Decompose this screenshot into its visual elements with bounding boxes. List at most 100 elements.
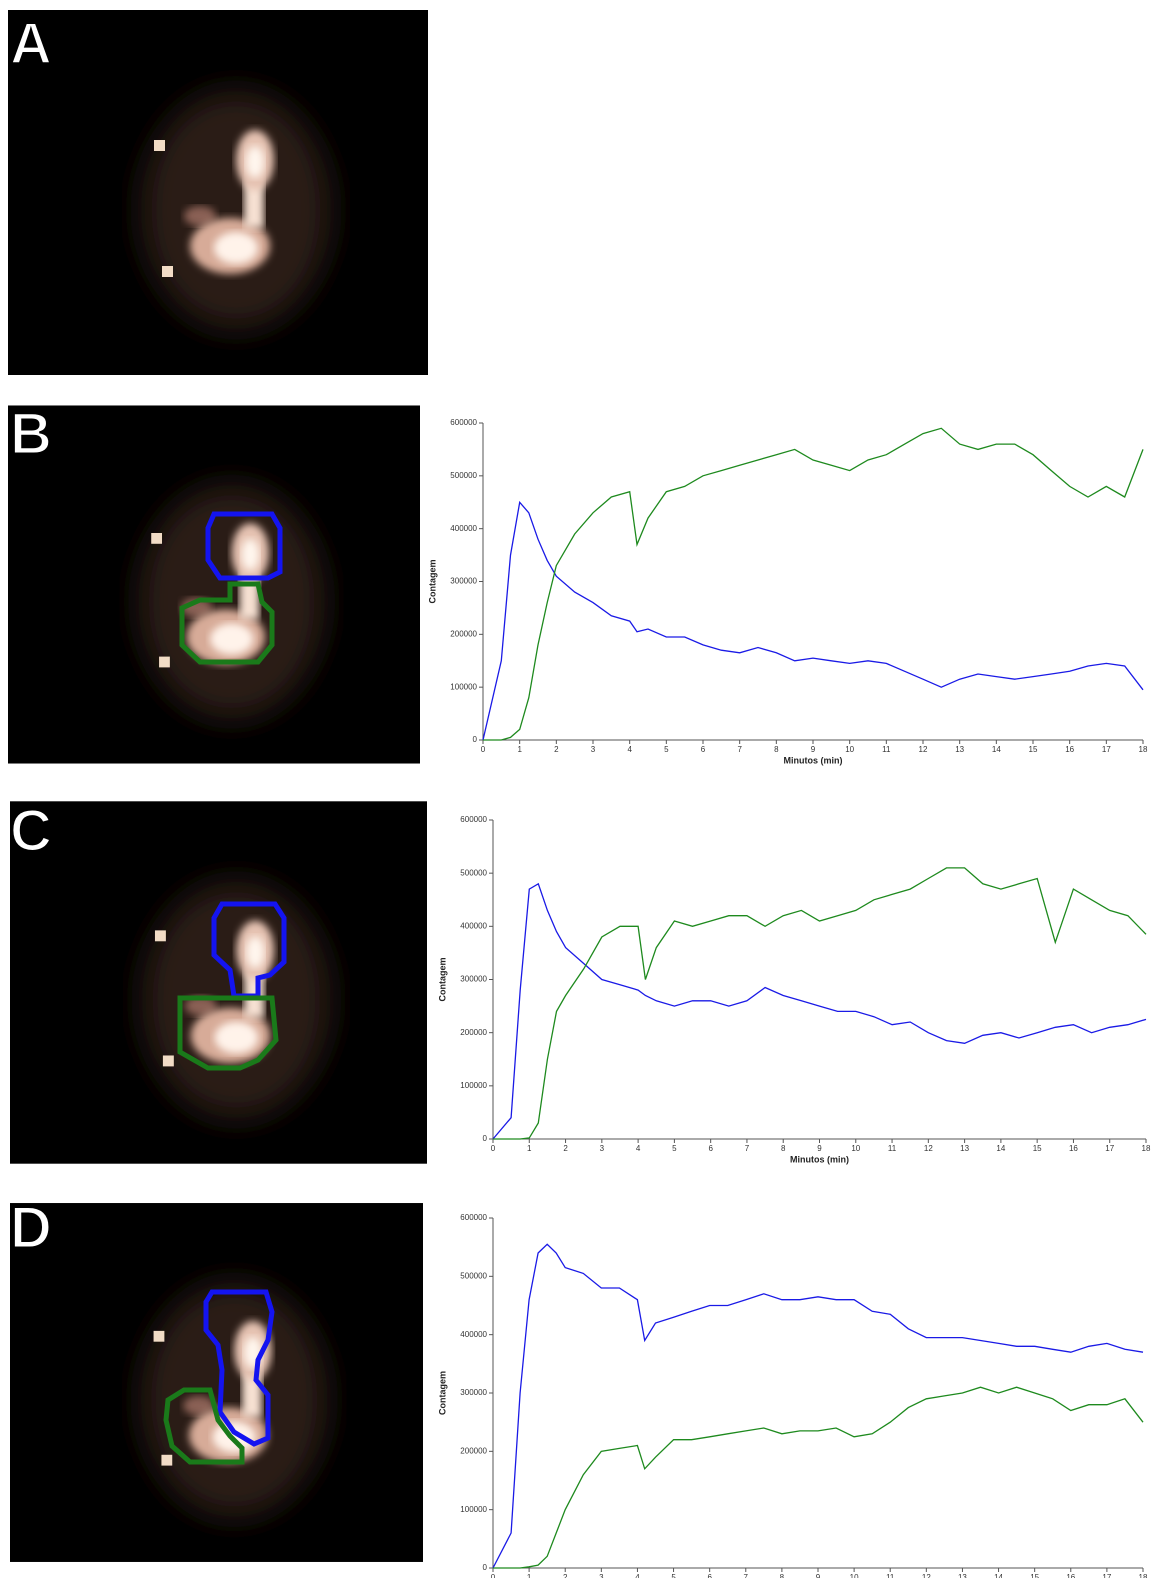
scan-image xyxy=(8,405,420,763)
x-tick-label: 3 xyxy=(599,1573,604,1578)
panel-label: B xyxy=(10,401,52,466)
x-tick-label: 18 xyxy=(1142,1144,1151,1153)
data-line xyxy=(483,427,1144,741)
panel-label: C xyxy=(10,798,52,863)
x-tick-label: 11 xyxy=(882,745,891,754)
scan-image xyxy=(8,10,428,375)
y-tick-label: 300000 xyxy=(460,1388,487,1397)
x-tick-label: 1 xyxy=(527,1573,532,1578)
y-tick-label: 100000 xyxy=(460,1505,487,1514)
y-tick-label: 200000 xyxy=(460,1446,487,1455)
x-tick-label: 3 xyxy=(591,745,596,754)
y-axis-label: Contagem xyxy=(427,559,437,603)
roi-outline xyxy=(163,1387,245,1465)
x-tick-label: 2 xyxy=(554,745,559,754)
x-tick-label: 4 xyxy=(635,1573,640,1578)
x-tick-label: 6 xyxy=(701,745,706,754)
y-tick-label: 300000 xyxy=(460,975,487,984)
x-tick-label: 15 xyxy=(1029,745,1038,754)
x-tick-label: 1 xyxy=(527,1144,532,1153)
y-tick-label: 0 xyxy=(483,1134,488,1143)
data-line xyxy=(493,867,1147,1140)
y-tick-label: 100000 xyxy=(460,1081,487,1090)
x-tick-label: 0 xyxy=(491,1144,496,1153)
x-tick-label: 2 xyxy=(563,1573,568,1578)
roi-outline xyxy=(203,1289,275,1447)
x-tick-label: 9 xyxy=(811,745,816,754)
x-tick-label: 0 xyxy=(491,1573,496,1578)
x-tick-label: 12 xyxy=(922,1573,931,1578)
y-tick-label: 0 xyxy=(473,735,478,744)
x-tick-label: 3 xyxy=(600,1144,605,1153)
y-tick-label: 200000 xyxy=(460,1028,487,1037)
x-tick-label: 7 xyxy=(737,745,742,754)
x-tick-label: 11 xyxy=(886,1573,895,1578)
x-tick-label: 17 xyxy=(1102,1573,1111,1578)
x-tick-label: 17 xyxy=(1105,1144,1114,1153)
roi-outline xyxy=(177,995,279,1071)
x-tick-label: 7 xyxy=(744,1573,749,1578)
x-tick-label: 12 xyxy=(919,745,928,754)
x-tick-label: 16 xyxy=(1066,1573,1075,1578)
y-tick-label: 600000 xyxy=(460,1213,487,1222)
x-tick-label: 14 xyxy=(992,745,1001,754)
x-tick-label: 14 xyxy=(994,1573,1003,1578)
data-line xyxy=(492,882,1147,1140)
y-tick-label: 600000 xyxy=(450,418,477,427)
x-tick-label: 9 xyxy=(816,1573,821,1578)
x-tick-label: 1 xyxy=(517,745,522,754)
panel-label: A xyxy=(10,11,52,76)
scan-image xyxy=(10,1203,423,1562)
x-tick-label: 16 xyxy=(1069,1144,1078,1153)
x-tick-label: 17 xyxy=(1102,745,1111,754)
y-tick-label: 400000 xyxy=(460,1330,487,1339)
y-tick-label: 500000 xyxy=(460,1271,487,1280)
x-tick-label: 14 xyxy=(996,1144,1005,1153)
x-tick-label: 13 xyxy=(955,745,964,754)
x-tick-label: 9 xyxy=(817,1144,822,1153)
x-axis-label: Minutos (min) xyxy=(784,755,843,765)
scan-image xyxy=(10,801,427,1163)
x-axis-label: Minutos (min) xyxy=(790,1154,849,1164)
x-tick-label: 6 xyxy=(708,1144,713,1153)
x-tick-label: 13 xyxy=(960,1144,969,1153)
data-line xyxy=(482,500,1144,741)
roi-outline xyxy=(205,511,283,581)
x-tick-label: 10 xyxy=(851,1144,860,1153)
panel-label: D xyxy=(10,1195,52,1260)
data-line xyxy=(493,1386,1144,1569)
y-tick-label: 200000 xyxy=(450,629,477,638)
x-tick-label: 18 xyxy=(1139,1573,1148,1578)
x-tick-label: 11 xyxy=(888,1144,897,1153)
x-tick-label: 4 xyxy=(627,745,632,754)
y-tick-label: 400000 xyxy=(450,524,477,533)
x-tick-label: 12 xyxy=(924,1144,933,1153)
data-line xyxy=(492,1243,1144,1569)
x-tick-label: 0 xyxy=(481,745,486,754)
x-tick-label: 2 xyxy=(563,1144,568,1153)
x-tick-label: 8 xyxy=(781,1144,786,1153)
x-tick-label: 8 xyxy=(780,1573,785,1578)
y-axis-label: Contagem xyxy=(437,1371,447,1415)
y-tick-label: 100000 xyxy=(450,682,477,691)
x-tick-label: 5 xyxy=(671,1573,676,1578)
y-tick-label: 600000 xyxy=(460,815,487,824)
roi-outline xyxy=(179,581,275,665)
x-tick-label: 7 xyxy=(745,1144,750,1153)
x-tick-label: 6 xyxy=(707,1573,712,1578)
x-tick-label: 15 xyxy=(1030,1573,1039,1578)
y-tick-label: 0 xyxy=(483,1563,488,1572)
roi-outline xyxy=(211,901,287,999)
x-tick-label: 4 xyxy=(636,1144,641,1153)
x-tick-label: 15 xyxy=(1033,1144,1042,1153)
y-tick-label: 300000 xyxy=(450,577,477,586)
x-tick-label: 5 xyxy=(672,1144,677,1153)
y-tick-label: 400000 xyxy=(460,921,487,930)
x-tick-label: 18 xyxy=(1139,745,1148,754)
y-tick-label: 500000 xyxy=(450,471,477,480)
y-tick-label: 500000 xyxy=(460,868,487,877)
y-axis-label: Contagem xyxy=(437,957,447,1001)
x-tick-label: 8 xyxy=(774,745,779,754)
x-tick-label: 16 xyxy=(1065,745,1074,754)
